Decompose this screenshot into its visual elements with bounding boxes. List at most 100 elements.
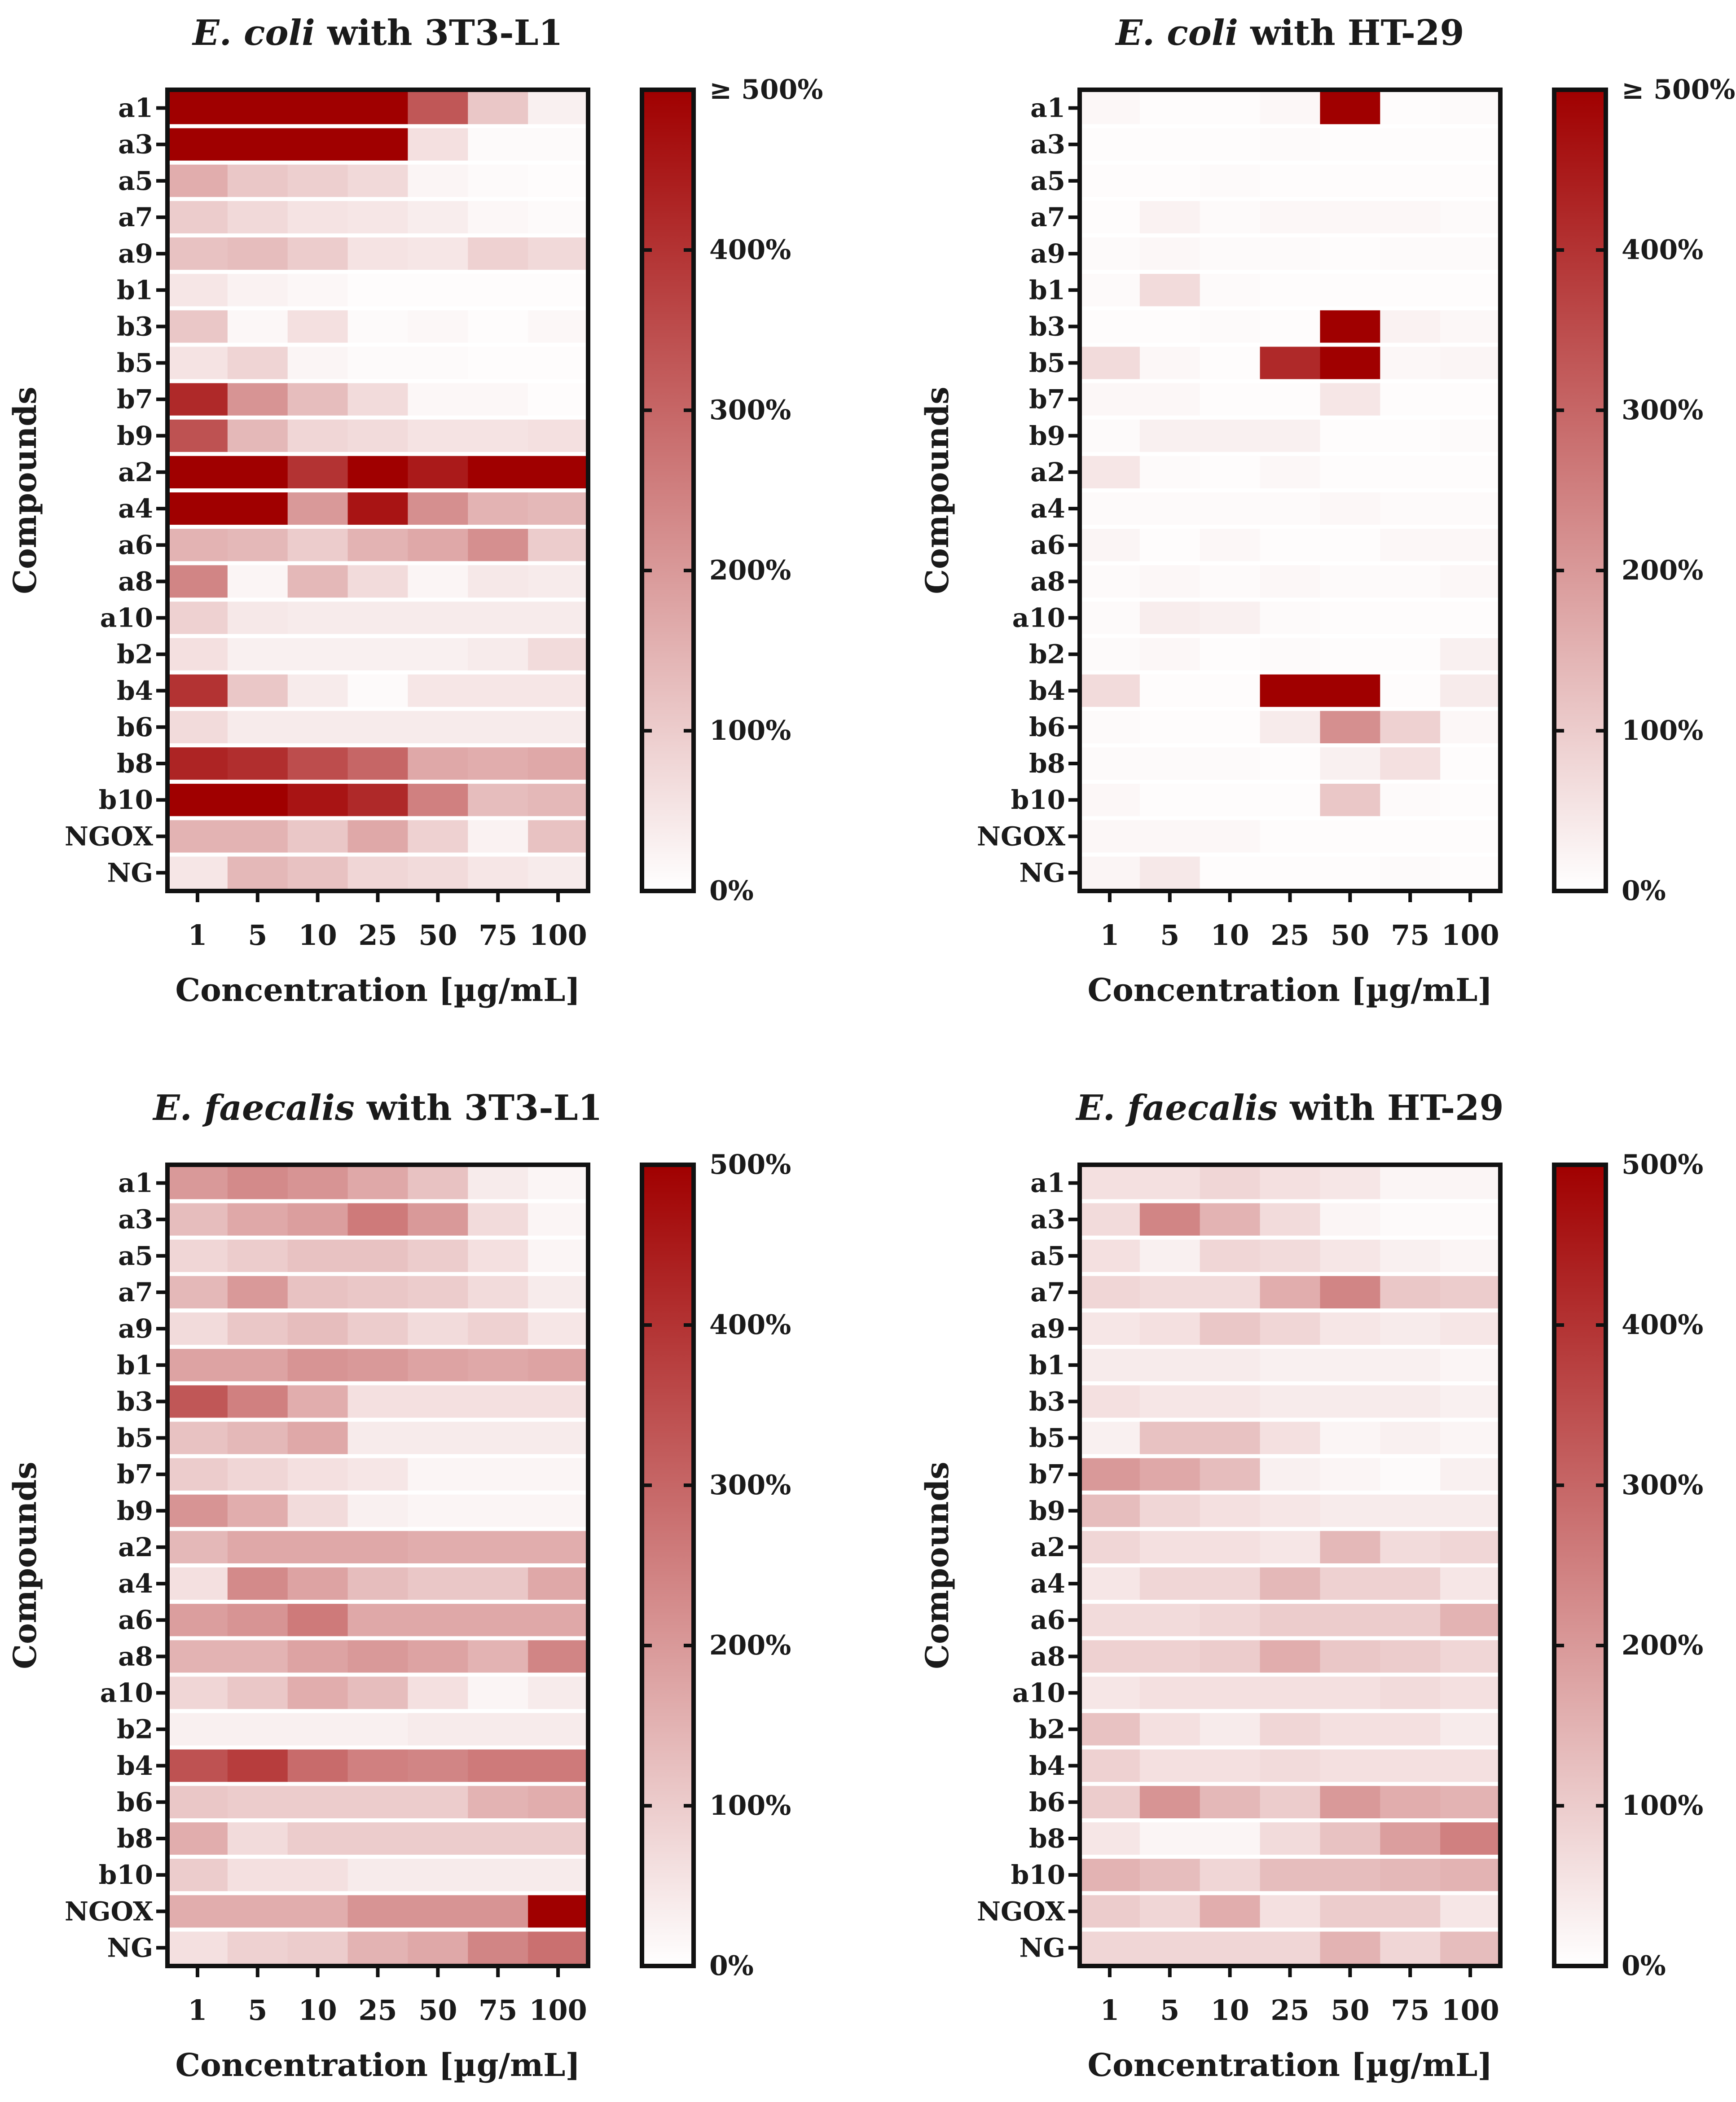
heatmap-cell bbox=[1080, 1310, 1140, 1347]
column-label: 50 bbox=[1331, 919, 1369, 952]
heatmap-cell bbox=[1380, 1274, 1441, 1311]
row-label: a1 bbox=[118, 1168, 153, 1198]
heatmap-cell bbox=[287, 781, 348, 819]
heatmap-cell bbox=[227, 1165, 288, 1202]
heatmap-cell bbox=[227, 1310, 288, 1347]
colorbar-label: 400% bbox=[709, 1309, 791, 1341]
heatmap-cell bbox=[468, 272, 528, 309]
column-label: 50 bbox=[418, 919, 457, 952]
heatmap-cell bbox=[1200, 1238, 1261, 1274]
colorbar bbox=[640, 88, 696, 893]
heatmap-cell bbox=[1200, 235, 1261, 272]
colorbar-label: 100% bbox=[1622, 1790, 1703, 1821]
row-label: b9 bbox=[117, 1496, 153, 1526]
heatmap-cell bbox=[167, 126, 228, 163]
heatmap-cell bbox=[1380, 1492, 1441, 1529]
y-axis-label: Compounds bbox=[919, 386, 956, 594]
heatmap-cell bbox=[1260, 199, 1320, 236]
heatmap-cell bbox=[347, 1638, 408, 1675]
heatmap-cell bbox=[1080, 1711, 1140, 1748]
heatmap-cell bbox=[1200, 162, 1261, 199]
heatmap-cell bbox=[287, 1529, 348, 1566]
heatmap-cell bbox=[1139, 636, 1200, 673]
heatmap-cell bbox=[1200, 563, 1261, 600]
heatmap-cell bbox=[1440, 1638, 1501, 1675]
heatmap-cell bbox=[408, 1929, 468, 1966]
heatmap-cell bbox=[528, 1347, 589, 1384]
heatmap-cell bbox=[1440, 344, 1501, 382]
heatmap-cell bbox=[1440, 709, 1501, 746]
row-label: a4 bbox=[118, 1568, 153, 1599]
heatmap-cell bbox=[1440, 272, 1501, 309]
heatmap-cell bbox=[1260, 490, 1320, 527]
row-label: b2 bbox=[117, 639, 153, 670]
heatmap-cell bbox=[528, 563, 589, 600]
heatmap-cell bbox=[227, 1238, 288, 1274]
heatmap-cell bbox=[167, 672, 228, 709]
heatmap-cell bbox=[468, 1711, 528, 1748]
heatmap-cell bbox=[1200, 1602, 1261, 1639]
heatmap-cell bbox=[287, 745, 348, 782]
heatmap-cell bbox=[1139, 745, 1200, 782]
heatmap-cell bbox=[1320, 1893, 1380, 1930]
heatmap-cell bbox=[1380, 1529, 1441, 1566]
row-label: NGOX bbox=[977, 821, 1065, 851]
heatmap-cell bbox=[227, 709, 288, 746]
heatmap-cell bbox=[1380, 454, 1441, 491]
heatmap-cell bbox=[468, 417, 528, 454]
heatmap-cell bbox=[528, 781, 589, 819]
row-label: a4 bbox=[1030, 1568, 1065, 1599]
panel-title-species: E. coli bbox=[1115, 13, 1238, 53]
heatmap-cell bbox=[1139, 1747, 1200, 1784]
heatmap-cell bbox=[528, 672, 589, 709]
colorbar-label: 400% bbox=[1622, 234, 1703, 266]
heatmap-cell bbox=[167, 1711, 228, 1748]
heatmap-cell bbox=[1320, 1674, 1380, 1711]
row-label: b10 bbox=[99, 1860, 153, 1890]
heatmap-cell bbox=[1080, 1529, 1140, 1566]
heatmap-cell bbox=[1080, 781, 1140, 819]
heatmap-cell bbox=[167, 272, 228, 309]
heatmap-cell bbox=[287, 1893, 348, 1930]
heatmap-cell bbox=[1200, 1419, 1261, 1457]
heatmap-cell bbox=[227, 454, 288, 491]
heatmap-cell bbox=[1139, 1201, 1200, 1238]
heatmap-cell bbox=[167, 1638, 228, 1675]
heatmap-cell bbox=[408, 1820, 468, 1857]
row-label: b3 bbox=[117, 1386, 153, 1417]
heatmap-cell bbox=[1080, 563, 1140, 600]
heatmap-cell bbox=[408, 344, 468, 382]
heatmap-cell bbox=[167, 454, 228, 491]
row-label: b6 bbox=[1029, 1787, 1065, 1817]
heatmap-cell bbox=[287, 1201, 348, 1238]
heatmap-cell bbox=[408, 1529, 468, 1566]
heatmap-cell bbox=[408, 1274, 468, 1311]
heatmap-cell bbox=[408, 1419, 468, 1457]
heatmap-cell bbox=[1380, 1747, 1441, 1784]
heatmap-cell bbox=[1380, 1929, 1441, 1966]
heatmap-cell bbox=[1440, 1492, 1501, 1529]
heatmap-cell bbox=[468, 599, 528, 636]
heatmap-panel-1: E. coli with 3T3-L1 a1 a3 a5 a7 a9 b1 b3 b5 b7 b9 a… bbox=[6, 13, 823, 1009]
row-label: b4 bbox=[1029, 676, 1065, 706]
heatmap-cell bbox=[167, 162, 228, 199]
heatmap-cell bbox=[468, 1347, 528, 1384]
heatmap-cell bbox=[528, 599, 589, 636]
column-label: 25 bbox=[358, 919, 397, 952]
heatmap-cell bbox=[227, 381, 288, 418]
colorbar-label: 300% bbox=[1622, 395, 1703, 426]
heatmap-cell bbox=[408, 599, 468, 636]
colorbar bbox=[640, 1163, 696, 1968]
heatmap-cell bbox=[1260, 854, 1320, 891]
row-label: b8 bbox=[1029, 1823, 1065, 1854]
heatmap-cell bbox=[1380, 1238, 1441, 1274]
heatmap-cell bbox=[1440, 854, 1501, 891]
x-axis-label: Concentration [µg/mL] bbox=[175, 971, 580, 1009]
heatmap-cell bbox=[468, 1929, 528, 1966]
heatmap-cell bbox=[1080, 1347, 1140, 1384]
heatmap-cell bbox=[1260, 1492, 1320, 1529]
row-label: a7 bbox=[1030, 202, 1065, 233]
heatmap-cell bbox=[1440, 599, 1501, 636]
row-label: a10 bbox=[1012, 1677, 1065, 1708]
